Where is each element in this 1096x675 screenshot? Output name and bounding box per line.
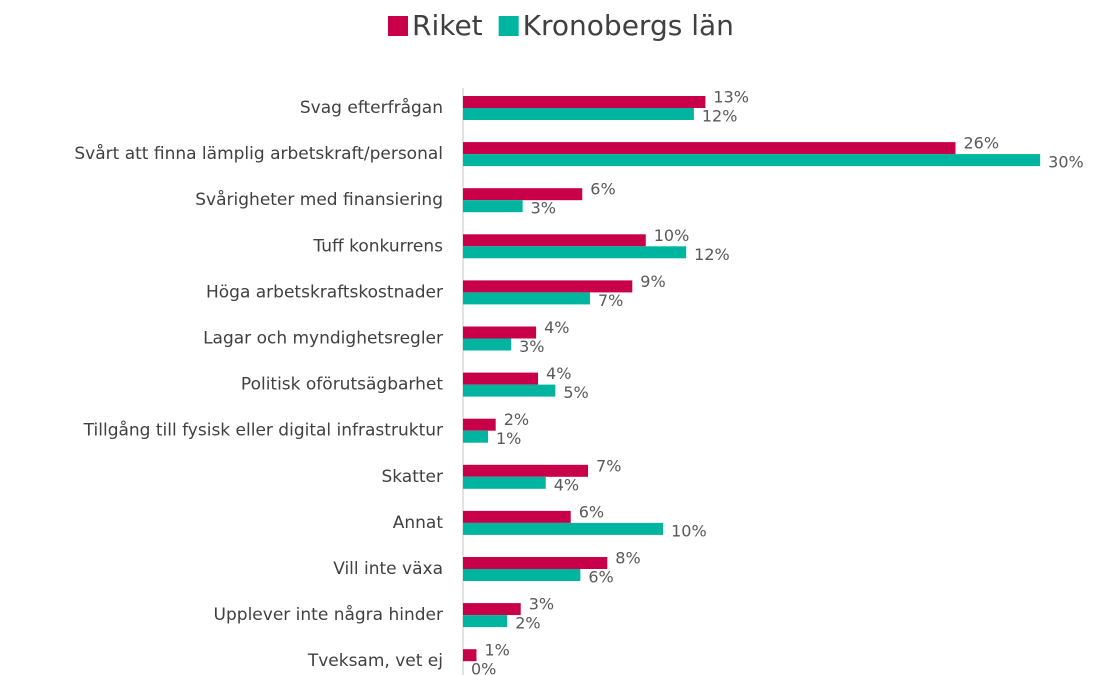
- bar: [463, 418, 496, 431]
- bar: [463, 234, 646, 247]
- bar: [463, 603, 521, 616]
- legend-label: Kronobergs län: [523, 9, 734, 42]
- value-label: 7%: [598, 291, 623, 310]
- category-label: Skatter: [381, 467, 443, 487]
- bar: [463, 292, 590, 305]
- bar: [463, 476, 546, 489]
- legend-label: Riket: [412, 9, 483, 42]
- bar: [463, 280, 633, 293]
- value-label: 3%: [531, 199, 556, 218]
- value-label: 7%: [596, 456, 621, 475]
- category-label: Tuff konkurrens: [312, 236, 443, 256]
- bar: [463, 154, 1041, 167]
- category-label: Tveksam, vet ej: [307, 651, 443, 671]
- bar: [463, 188, 583, 201]
- category-label: Tillgång till fysisk eller digital infra…: [83, 420, 443, 441]
- value-label: 2%: [515, 614, 540, 633]
- value-label: 30%: [1048, 153, 1084, 172]
- bar: [463, 649, 477, 662]
- value-label: 2%: [504, 410, 529, 429]
- category-label: Svag efterfrågan: [300, 97, 443, 118]
- value-label: 1%: [496, 429, 521, 448]
- legend: Riket Kronobergs län: [388, 9, 734, 42]
- value-label: 3%: [529, 595, 554, 614]
- category-label: Höga arbetskraftskostnader: [206, 282, 443, 302]
- bar: [463, 326, 537, 339]
- value-label: 4%: [546, 364, 571, 383]
- value-label: 6%: [579, 502, 604, 521]
- bar: [463, 200, 523, 213]
- value-label: 13%: [713, 88, 749, 107]
- category-label: Annat: [393, 513, 444, 533]
- legend-swatch: [388, 16, 408, 36]
- bar: [463, 522, 664, 535]
- value-label: 10%: [671, 521, 707, 540]
- bar: [463, 569, 581, 581]
- value-label: 3%: [519, 337, 544, 356]
- bar: [463, 464, 589, 477]
- bar: [463, 142, 956, 155]
- category-label: Politisk oförutsägbarhet: [241, 375, 443, 395]
- legend-swatch: [498, 16, 519, 36]
- bar: [463, 557, 608, 569]
- bar: [463, 108, 694, 120]
- category-label: Lagar och myndighetsregler: [203, 329, 443, 349]
- bar: [463, 372, 539, 385]
- bar: [463, 510, 571, 523]
- value-label: 12%: [694, 245, 730, 264]
- value-label: 1%: [484, 641, 509, 660]
- bar: [463, 246, 687, 259]
- bar: [463, 384, 556, 397]
- value-label: 4%: [554, 475, 579, 494]
- category-label: Svårt att finna lämplig arbetskraft/pers…: [74, 143, 443, 164]
- bar: [463, 615, 508, 628]
- category-label: Svårigheter med finansiering: [195, 189, 443, 210]
- value-label: 5%: [563, 383, 588, 402]
- category-label: Upplever inte några hinder: [214, 604, 443, 625]
- value-label: 0%: [471, 660, 496, 675]
- value-label: 6%: [590, 180, 615, 199]
- value-label: 12%: [702, 107, 738, 126]
- bar: [463, 96, 706, 108]
- bar: [463, 338, 512, 351]
- value-label: 26%: [964, 134, 1000, 153]
- value-label: 9%: [640, 272, 665, 291]
- value-label: 6%: [588, 568, 613, 587]
- value-label: 10%: [654, 226, 690, 245]
- value-label: 8%: [615, 549, 640, 568]
- category-label: Vill inte växa: [333, 559, 443, 579]
- value-label: 4%: [544, 318, 569, 337]
- bar: [463, 430, 489, 443]
